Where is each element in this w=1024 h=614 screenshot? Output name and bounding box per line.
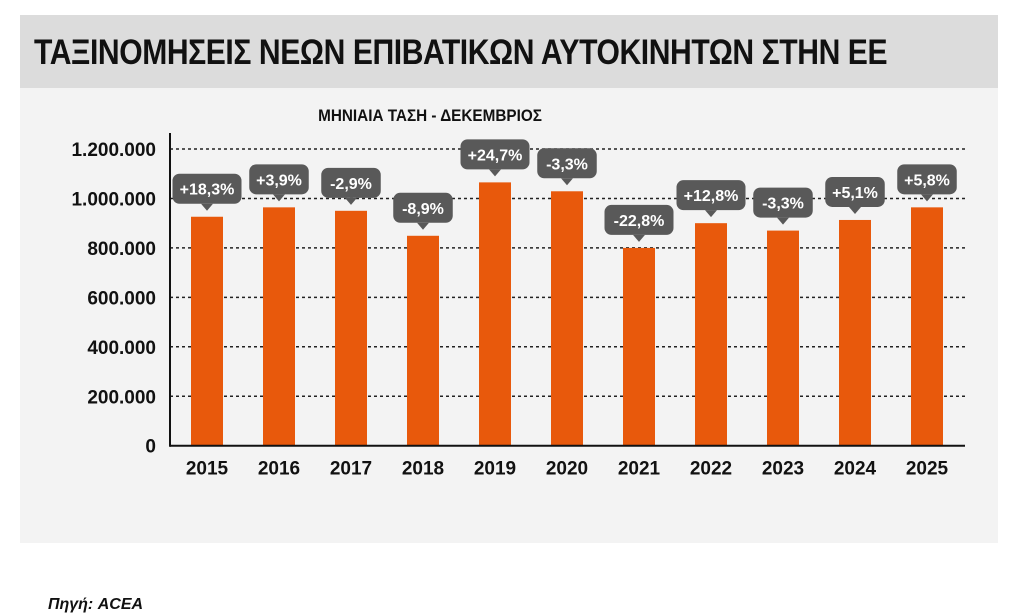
x-tick-label: 2023 [762, 459, 804, 480]
x-tick-label: 2019 [474, 459, 516, 480]
bar-chart: ΜΗΝΙΑΙΑ ΤΑΣΗ - ΔΕΚΕΜΒΡΙΟΣ 0 200.000 400.00… [71, 106, 965, 480]
x-tick-label: 2020 [546, 459, 588, 480]
change-label: +5,1% [832, 185, 878, 202]
y-tick-label: 200.000 [87, 387, 156, 408]
change-label: -22,8% [614, 213, 665, 230]
change-label-pointer [777, 217, 789, 225]
change-label: +5,8% [904, 172, 950, 189]
change-label-bubble [172, 173, 242, 204]
bar-2017 [335, 210, 367, 446]
bar-2024 [839, 219, 871, 446]
x-tick-label: 2021 [618, 459, 661, 480]
x-tick-label: 2024 [834, 459, 877, 480]
x-tick-label: 2016 [258, 459, 300, 480]
bar-2023 [767, 230, 799, 446]
change-label-pointer [345, 197, 357, 205]
bar-2019 [479, 182, 511, 446]
y-tick-label: 1.000.000 [71, 189, 156, 210]
change-label-bubble [897, 164, 957, 195]
change-label-pointer [273, 194, 285, 202]
y-tick-label: 800.000 [87, 239, 156, 260]
y-tick-label: 400.000 [87, 338, 156, 359]
change-label: +24,7% [468, 147, 523, 164]
title-bar: ΤΑΞΙΝΟΜΗΣΕΙΣ ΝΕΩΝ ΕΠΙΒΑΤΙΚΩΝ ΑΥΤΟΚΙΝΗΤΩΝ… [20, 15, 998, 88]
change-label: -3,3% [762, 196, 804, 213]
change-label: +12,8% [684, 188, 739, 205]
x-tick-label: 2025 [906, 459, 949, 480]
change-label-pointer [849, 206, 861, 214]
bar-2020 [551, 191, 583, 446]
y-tick-label: 600.000 [87, 288, 156, 309]
bar-2016 [263, 207, 295, 446]
bar-2022 [695, 223, 727, 446]
change-label-bubble [460, 139, 530, 170]
change-label-bubble [393, 192, 453, 223]
change-label: +18,3% [180, 182, 235, 199]
change-label-pointer [561, 178, 573, 186]
page-title: ΤΑΞΙΝΟΜΗΣΕΙΣ ΝΕΩΝ ΕΠΙΒΑΤΙΚΩΝ ΑΥΤΟΚΙΝΗΤΩΝ… [34, 33, 888, 72]
change-label-bubble [753, 187, 813, 218]
change-label-bubble [825, 176, 885, 207]
change-label: -3,3% [546, 156, 588, 173]
chart-panel: ΜΗΝΙΑΙΑ ΤΑΣΗ - ΔΕΚΕΜΒΡΙΟΣ 0 200.000 400.00… [20, 88, 998, 613]
change-label-pointer [705, 210, 717, 218]
change-label-pointer [489, 169, 501, 177]
change-label-pointer [921, 194, 933, 202]
bar-2021 [623, 247, 655, 446]
x-tick-label: 2017 [330, 459, 372, 480]
change-label: +3,9% [256, 172, 302, 189]
y-tick-label: 1.200.000 [71, 140, 156, 161]
change-label: -2,9% [330, 176, 372, 193]
bar-2018 [407, 235, 439, 446]
x-tick-label: 2022 [690, 459, 732, 480]
bar-2015 [191, 216, 223, 446]
source-note: Πηγή: ACEA [48, 596, 144, 613]
change-label-bubble [604, 204, 674, 235]
x-tick-label: 2015 [186, 459, 229, 480]
change-label-bubble [249, 164, 309, 195]
change-label-pointer [633, 234, 645, 242]
change-label-bubble [676, 180, 746, 211]
change-label-pointer [417, 222, 429, 230]
change-label: -8,9% [402, 201, 444, 218]
chart-title: ΜΗΝΙΑΙΑ ΤΑΣΗ - ΔΕΚΕΜΒΡΙΟΣ [318, 106, 542, 125]
x-tick-label: 2018 [402, 459, 444, 480]
change-label-bubble [537, 148, 597, 179]
change-label-pointer [201, 203, 213, 211]
y-tick-label: 0 [145, 437, 156, 458]
change-label-bubble [321, 167, 381, 198]
bar-2025 [911, 207, 943, 446]
